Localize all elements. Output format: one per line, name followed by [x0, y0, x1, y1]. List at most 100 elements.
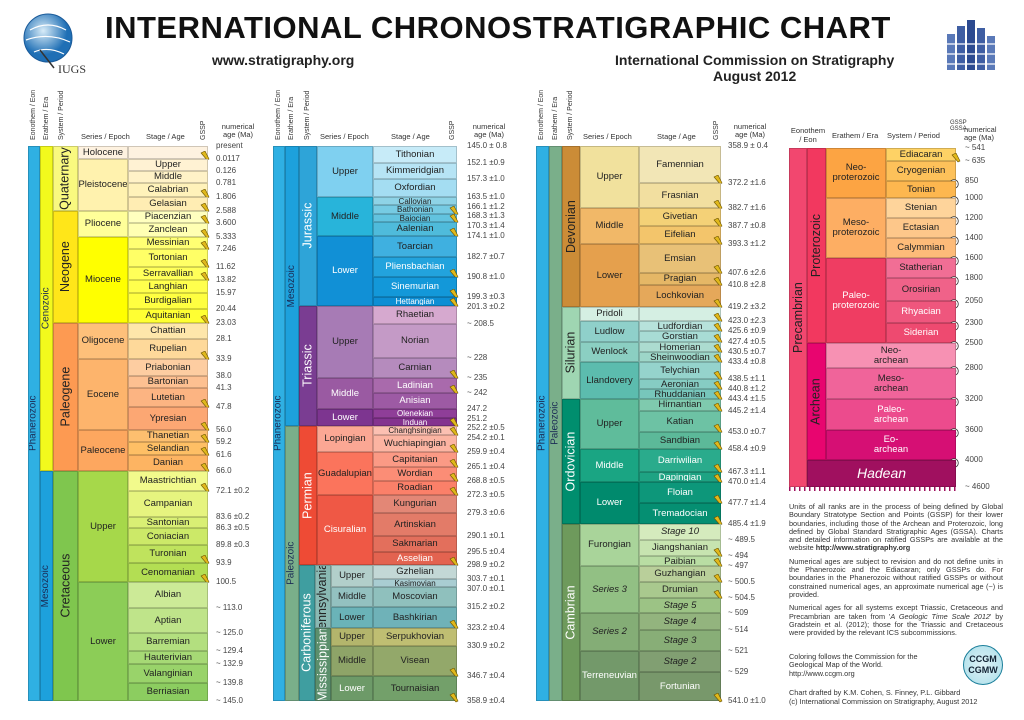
eon-cell[interactable]: Phanerozoic [536, 146, 549, 701]
epoch-cell[interactable]: Miocene [78, 237, 128, 323]
stage-cell[interactable]: Stage 3 [639, 630, 721, 651]
stage-cell[interactable]: Stage 5 [639, 598, 721, 613]
epoch-cell[interactable]: Upper [580, 146, 639, 208]
stage-cell[interactable]: Calabrian [128, 183, 208, 197]
epoch-cell[interactable]: Lower [580, 244, 639, 307]
period-cell[interactable]: Paleo- proterozoic [826, 258, 886, 343]
stage-cell[interactable]: Ectasian [886, 218, 956, 238]
stage-cell[interactable]: Berriasian [128, 683, 208, 701]
epoch-cell[interactable]: Guadalupian [317, 452, 373, 495]
period-cell[interactable]: Silurian [562, 307, 580, 399]
stage-cell[interactable]: Ediacaran [886, 148, 956, 161]
period-cell[interactable]: Triassic [299, 306, 317, 426]
stage-cell[interactable]: Rhaetian [373, 306, 457, 324]
eon-cell[interactable]: Phanerozoic [28, 146, 40, 701]
stage-cell[interactable]: Hettangian [373, 297, 457, 306]
stage-cell[interactable]: Middle [128, 171, 208, 183]
stage-cell[interactable]: Norian [373, 324, 457, 358]
stage-cell[interactable]: Priabonian [128, 359, 208, 376]
stage-cell[interactable]: Ludfordian [639, 321, 721, 331]
stage-cell[interactable]: Induan [373, 418, 457, 426]
stage-cell[interactable]: Statherian [886, 258, 956, 278]
era-cell[interactable]: Mesozoic [40, 471, 53, 701]
epoch-cell[interactable]: Series 3 [580, 566, 639, 613]
stage-cell[interactable]: Tithonian [373, 146, 457, 163]
stage-cell[interactable]: Aptian [128, 608, 208, 633]
stage-cell[interactable]: Paleo- archean [826, 399, 956, 430]
stage-cell[interactable]: Meso- archean [826, 368, 956, 399]
stage-cell[interactable]: Eifelian [639, 226, 721, 244]
period-cell[interactable]: Quaternary [53, 146, 78, 211]
stage-cell[interactable]: Middle [331, 646, 373, 676]
stage-cell[interactable]: Dapingian [639, 472, 721, 482]
period-cell[interactable]: Neo- proterozoic [826, 148, 886, 198]
stage-cell[interactable]: Sinemurian [373, 277, 457, 297]
stage-cell[interactable]: Emsian [639, 244, 721, 273]
stage-cell[interactable]: Zanclean [128, 223, 208, 237]
stage-cell[interactable]: Gelasian [128, 197, 208, 211]
epoch-cell[interactable]: Lower [78, 582, 128, 701]
stage-cell[interactable]: Givetian [639, 208, 721, 226]
stage-cell[interactable]: Gorstian [639, 331, 721, 342]
epoch-cell[interactable]: Upper [317, 306, 373, 378]
epoch-cell[interactable]: Paleocene [78, 430, 128, 471]
stage-cell[interactable]: Aquitanian [128, 309, 208, 323]
epoch-cell[interactable]: Pleistocene [78, 159, 128, 211]
stage-cell[interactable]: Piacenzian [128, 211, 208, 223]
stage-cell[interactable]: Lower [331, 676, 373, 701]
stage-cell[interactable]: Visean [373, 646, 457, 676]
stage-cell[interactable]: Artinskian [373, 513, 457, 536]
epoch-cell[interactable]: Wenlock [580, 342, 639, 362]
stage-cell[interactable]: Eo- archean [826, 430, 956, 460]
stage-cell[interactable]: Coniacian [128, 528, 208, 545]
epoch-cell[interactable]: Lopingian [317, 426, 373, 452]
stage-cell[interactable]: Stage 4 [639, 613, 721, 630]
stage-cell[interactable]: Hadean [807, 460, 956, 487]
stage-cell[interactable]: Calymmian [886, 238, 956, 258]
stage-cell[interactable]: Rhyacian [886, 301, 956, 323]
stage-cell[interactable]: Frasnian [639, 183, 721, 208]
era-cell[interactable]: Cenozoic [40, 146, 53, 471]
stage-cell[interactable]: Tournaisian [373, 676, 457, 701]
period-cell[interactable]: Neogene [53, 211, 78, 323]
epoch-cell[interactable]: Pennsylvanian [315, 565, 331, 628]
stage-cell[interactable]: Toarcian [373, 236, 457, 257]
stage-cell[interactable]: Burdigalian [128, 293, 208, 309]
stage-cell[interactable]: Hirnantian [639, 399, 721, 411]
stage-cell[interactable]: Orosirian [886, 278, 956, 301]
stage-cell[interactable]: Aalenian [373, 222, 457, 236]
stage-cell[interactable]: Oxfordian [373, 179, 457, 197]
stage-cell[interactable]: Kungurian [373, 495, 457, 513]
stage-cell[interactable]: Sheinwoodian [639, 352, 721, 362]
stage-cell[interactable]: Pragian [639, 273, 721, 285]
stage-cell[interactable]: Anisian [373, 393, 457, 409]
stage-cell[interactable]: Cryogenian [886, 161, 956, 181]
epoch-cell[interactable]: Oligocene [78, 323, 128, 359]
stage-cell[interactable]: Pliensbachian [373, 257, 457, 277]
period-cell[interactable]: Ordovician [562, 399, 580, 524]
stage-cell[interactable]: Maastrichtian [128, 471, 208, 491]
stage-cell[interactable]: Callovian [373, 197, 457, 205]
stage-cell[interactable]: Ypresian [128, 407, 208, 430]
era-cell[interactable]: Paleozoic [549, 146, 562, 701]
stage-cell[interactable]: Telychian [639, 362, 721, 379]
epoch-cell[interactable]: Ludlow [580, 321, 639, 342]
stage-cell[interactable]: Stage 2 [639, 651, 721, 672]
stage-cell[interactable]: Cenomanian [128, 563, 208, 582]
epoch-cell[interactable]: Furongian [580, 524, 639, 566]
stage-cell[interactable]: Floian [639, 482, 721, 503]
era-cell[interactable]: Paleozoic [285, 426, 299, 701]
stage-cell[interactable]: Lutetian [128, 388, 208, 407]
epoch-cell[interactable]: Middle [317, 378, 373, 409]
stage-cell[interactable]: Tremadocian [639, 503, 721, 524]
stage-cell[interactable]: Famennian [639, 146, 721, 183]
stage-cell[interactable]: Ladinian [373, 378, 457, 393]
epoch-cell[interactable]: Pliocene [78, 211, 128, 237]
period-cell[interactable]: Paleogene [53, 323, 78, 471]
stage-cell[interactable]: Upper [331, 565, 373, 587]
stage-cell[interactable]: Danian [128, 455, 208, 471]
epoch-cell[interactable]: Upper [317, 146, 373, 197]
period-cell[interactable]: Meso- proterozoic [826, 198, 886, 258]
period-cell[interactable]: Cretaceous [53, 471, 78, 701]
period-cell[interactable]: Cambrian [562, 524, 580, 701]
